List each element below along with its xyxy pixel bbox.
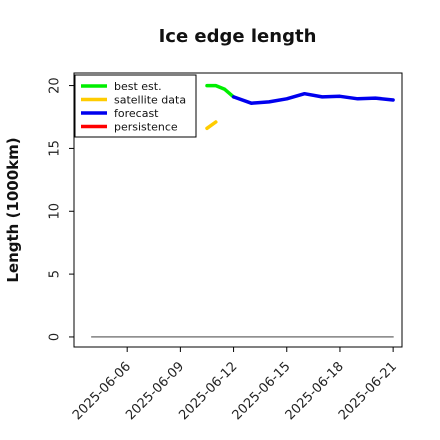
legend-label: best est. — [114, 80, 162, 93]
series-line-best-est- — [205, 83, 236, 99]
plot-area — [90, 83, 395, 338]
chart-title: Ice edge length — [158, 26, 317, 47]
y-tick-label: 5 — [48, 270, 63, 278]
y-tick-label: 15 — [48, 140, 63, 157]
legend-label: satellite data — [114, 94, 186, 107]
y-tick-label: 10 — [48, 203, 63, 220]
legend-label: forecast — [114, 107, 159, 120]
legend: best est.satellite dataforecastpersisten… — [74, 74, 197, 138]
y-tick-label: 0 — [48, 333, 63, 341]
y-axis-label: Length (1000km) — [4, 137, 22, 282]
plot-frame — [73, 72, 403, 348]
legend-label: persistence — [114, 121, 178, 134]
series-line-forecast — [231, 91, 395, 105]
series-line-satellite-data — [205, 120, 218, 131]
y-tick-label: 20 — [48, 77, 63, 94]
